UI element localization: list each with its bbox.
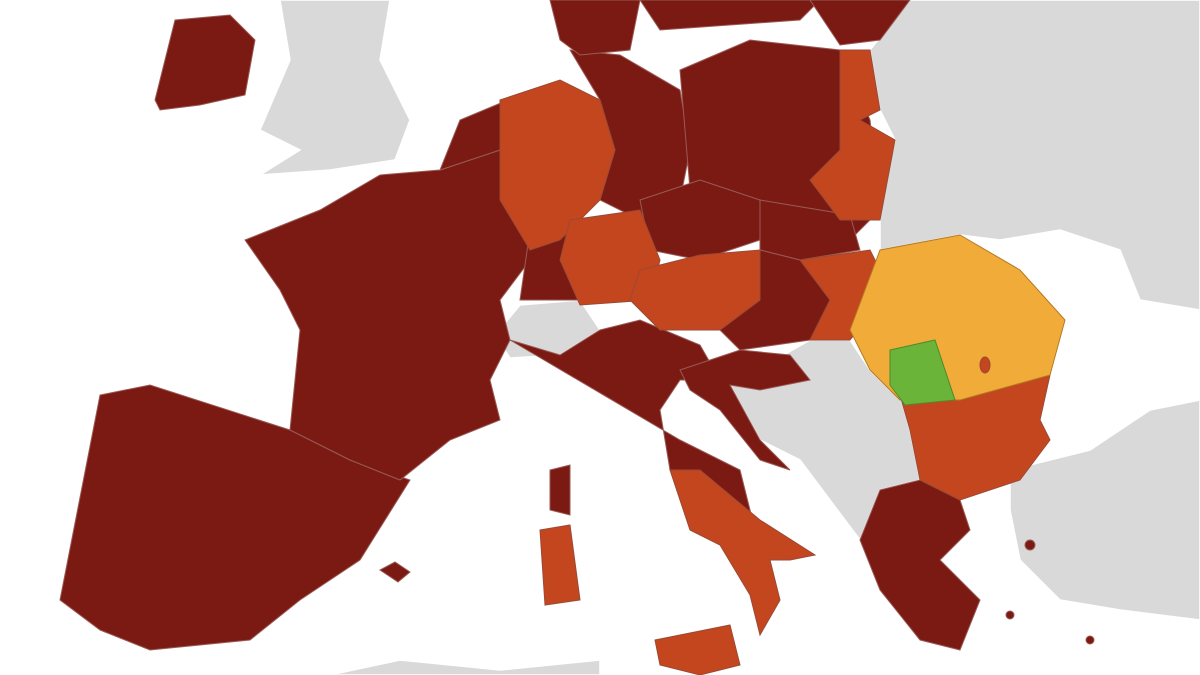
austria xyxy=(629,249,761,331)
ireland xyxy=(154,14,256,111)
sicily xyxy=(654,624,741,675)
baltics xyxy=(809,0,911,46)
poland-east xyxy=(809,49,896,221)
bucharest xyxy=(979,356,991,374)
balearics xyxy=(379,561,411,583)
sardinia xyxy=(539,524,581,606)
corsica xyxy=(549,464,571,516)
island xyxy=(1085,635,1095,645)
island xyxy=(1005,610,1015,620)
germany-west xyxy=(499,79,616,251)
denmark xyxy=(549,0,641,56)
scandinavia xyxy=(639,0,821,31)
croatia xyxy=(679,349,811,471)
france xyxy=(244,149,541,481)
uk xyxy=(259,0,411,176)
iberia xyxy=(59,384,411,651)
italy-south xyxy=(669,469,817,637)
north-africa xyxy=(329,659,601,675)
turkey xyxy=(1009,399,1200,621)
romania-southwest xyxy=(889,339,956,406)
island xyxy=(1024,539,1036,551)
